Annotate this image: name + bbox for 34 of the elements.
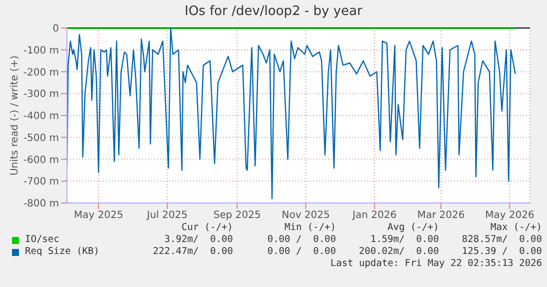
text: Max (-/+) (490, 222, 542, 234)
text: 1.59m/ 0.00 (369, 234, 439, 246)
y-tick-label: -300 m (23, 89, 59, 100)
text: Cur (-/+) (180, 222, 233, 234)
text: Avg (-/+) (386, 222, 439, 234)
y-tick-label: -100 m (23, 45, 59, 56)
x-tick-label: Jul 2025 (146, 210, 188, 222)
chart-title: IOs for /dev/loop2 - by year (184, 4, 364, 19)
x-tick-label: Mar 2026 (417, 210, 465, 222)
text: 3.92m/ 0.00 (163, 234, 233, 246)
text: 125.39 / 0.00 (460, 246, 542, 258)
text: 828.57m/ 0.00 (460, 234, 542, 246)
legend-label: IO/sec (25, 234, 60, 246)
y-tick-label: -500 m (23, 132, 59, 144)
text: 222.47m/ 0.00 (152, 246, 233, 258)
text: 200.02m/ 0.00 (358, 246, 439, 258)
text: 0.00 / 0.00 (266, 246, 336, 258)
text: Min (-/+) (284, 222, 336, 234)
x-tick-label: May 2026 (485, 210, 534, 222)
y-axis-title: Units read (-) / write (+) (10, 55, 21, 176)
y-tick-label: -600 m (23, 154, 59, 166)
text: 0.00 / 0.00 (266, 234, 336, 246)
x-tick-label: May 2025 (74, 210, 124, 222)
y-tick-label: -200 m (23, 67, 59, 78)
x-tick-label: Sep 2025 (213, 210, 261, 222)
y-tick-label: 0 (52, 24, 59, 35)
x-tick-label: Nov 2025 (282, 210, 330, 222)
x-tick-label: Jan 2026 (352, 210, 397, 222)
line-series (67, 28, 516, 200)
y-tick-label: -400 m (23, 111, 59, 122)
text: Last update: Fri May 22 02:35:13 2026 (329, 258, 542, 270)
y-tick-label: -800 m (23, 198, 59, 210)
y-tick-label: -700 m (23, 176, 59, 188)
legend-label: Req Size (KB) (25, 246, 100, 258)
